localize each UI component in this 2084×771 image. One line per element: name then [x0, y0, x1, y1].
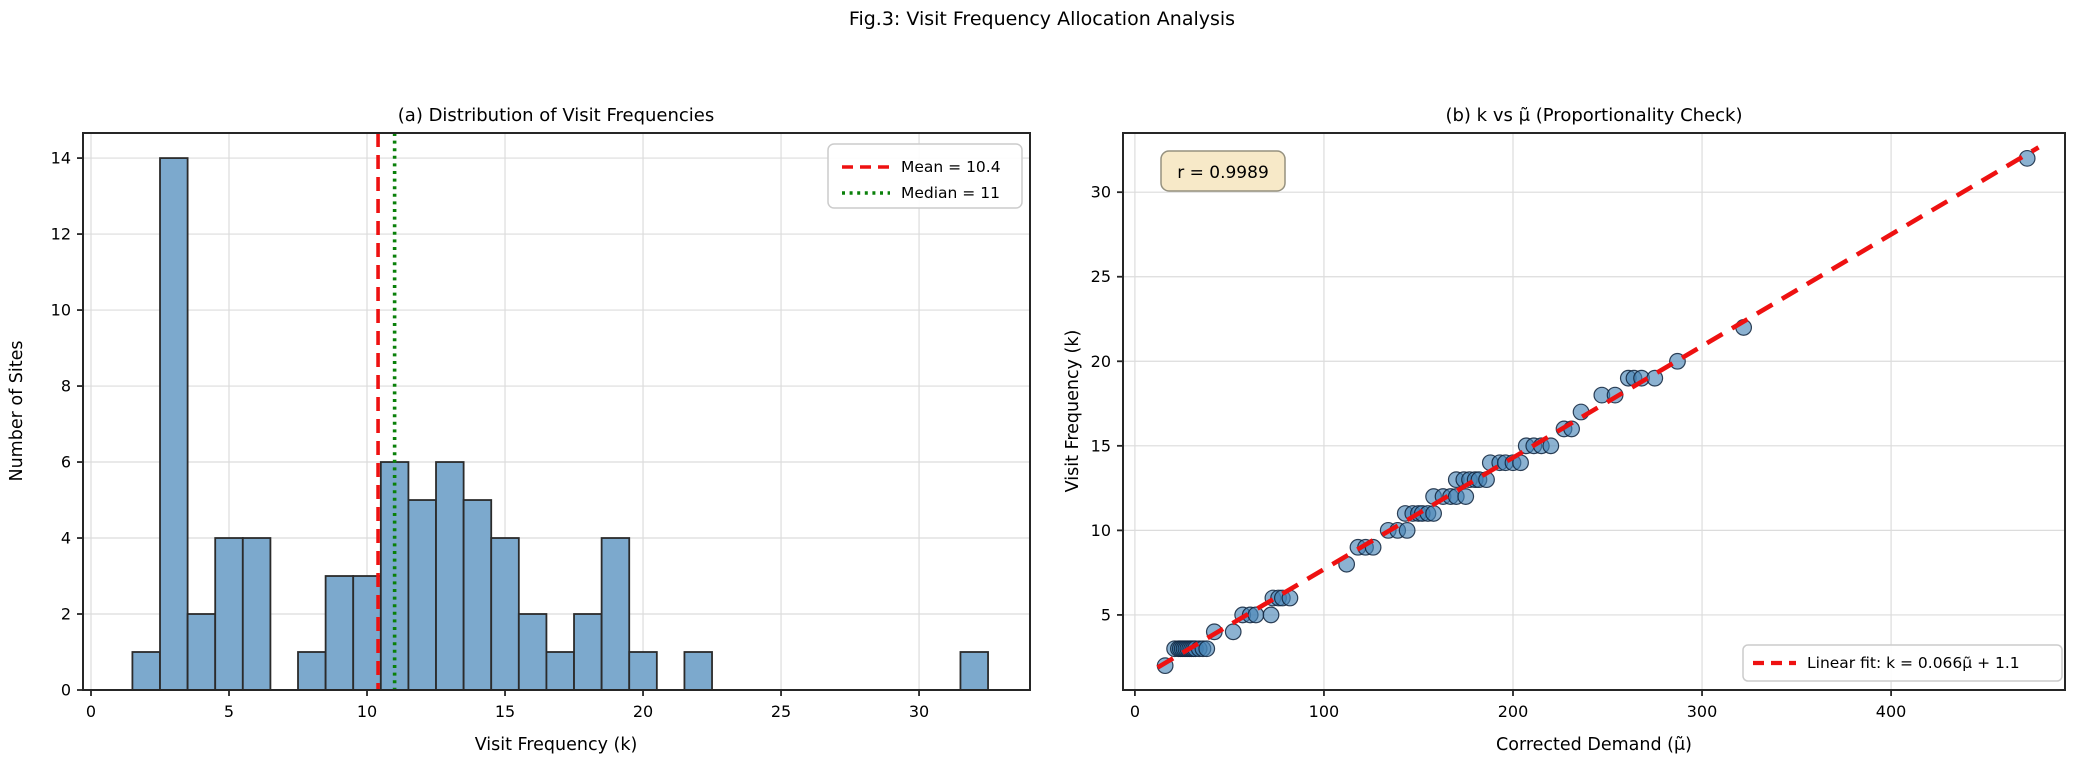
panel-b-y-axis-label: Visit Frequency (k)	[1063, 330, 1083, 493]
histogram-bar	[462, 499, 493, 691]
histogram-bar	[683, 651, 713, 691]
tick-label: 2	[61, 605, 71, 624]
scatter-panel: 0 100 200 300 400 5 10 15 20 25 30	[1091, 132, 2066, 721]
legend-mean-label: Mean = 10.4	[901, 158, 1001, 176]
axes-spine	[82, 132, 1031, 691]
histogram-bar	[407, 499, 437, 691]
histogram-bar	[490, 537, 520, 691]
tick-label: 10	[51, 301, 71, 320]
scatter-point	[1425, 505, 1442, 522]
tick-label: 10	[1091, 521, 1111, 540]
tick-label: 14	[51, 149, 71, 168]
legend-fit-label: Linear fit: k = 0.066μ̃ + 1.1	[1807, 654, 2020, 672]
correlation-annotation-text: r = 0.9989	[1177, 163, 1269, 183]
tick-label: 15	[1091, 436, 1111, 455]
scatter-point	[1198, 640, 1216, 658]
histogram-bar	[186, 613, 217, 691]
tick-label: 12	[51, 225, 71, 244]
tick-label: 0	[86, 702, 96, 721]
tick-label: 30	[1091, 183, 1111, 202]
histogram-bar	[214, 537, 244, 691]
histogram-bar	[628, 651, 658, 691]
histogram-bar	[241, 537, 272, 691]
histogram-bar	[573, 613, 603, 691]
legend-median-label: Median = 11	[901, 184, 1000, 202]
scatter-point	[1224, 623, 1242, 641]
tick-label: 0	[1130, 702, 1140, 721]
histogram-bar	[159, 157, 189, 691]
tick-label: 5	[224, 702, 234, 721]
tick-label: 300	[1687, 702, 1718, 721]
figure-title: Fig.3: Visit Frequency Allocation Analys…	[848, 8, 1236, 30]
panel-a-y-axis-label: Number of Sites	[7, 340, 27, 481]
correlation-annotation-box	[1160, 150, 1286, 192]
histogram-bar	[131, 651, 161, 691]
tick-label: 25	[1091, 267, 1111, 286]
tick-label: 20	[633, 702, 653, 721]
scatter-point	[1262, 606, 1280, 624]
panel-a-x-axis-label: Visit Frequency (k)	[475, 735, 638, 755]
legend-annotation-layer	[827, 143, 2063, 682]
histogram-bar	[435, 461, 465, 691]
scatter-point	[1542, 437, 1560, 455]
tick-label: 25	[771, 702, 791, 721]
histogram-bar	[297, 651, 327, 691]
axes-spine	[1122, 132, 2066, 691]
histogram-bar	[600, 537, 631, 691]
histogram-panel: 0 5 10 15 20 25 30 0 2 4 6 8 10 12 14	[51, 132, 1031, 721]
histogram-bar	[517, 613, 548, 691]
histogram-bar	[324, 575, 355, 691]
scatter-point	[1398, 521, 1416, 539]
tick-label: 8	[61, 377, 71, 396]
tick-label: 0	[61, 681, 71, 700]
tick-label: 20	[1091, 352, 1111, 371]
tick-label: 15	[495, 702, 515, 721]
tick-label: 30	[909, 702, 929, 721]
histogram-bar	[959, 651, 989, 691]
legend-box	[827, 143, 1023, 209]
tick-label: 400	[1876, 702, 1907, 721]
tick-label: 10	[357, 702, 377, 721]
tick-label: 200	[1498, 702, 1529, 721]
fit-line	[1156, 145, 2040, 670]
panel-b-x-axis-label: Corrected Demand (μ̃)	[1496, 735, 1692, 755]
panel-b-title: (b) k vs μ̃ (Proportionality Check)	[1445, 105, 1742, 126]
scatter-point	[1457, 488, 1475, 505]
scatter-point	[1247, 606, 1265, 624]
legend-box	[1742, 644, 2063, 682]
panel-a-title: (a) Distribution of Visit Frequencies	[398, 105, 714, 126]
histogram-bar	[545, 651, 575, 691]
tick-label: 6	[61, 453, 71, 472]
tick-label: 4	[61, 529, 71, 548]
tick-label: 100	[1309, 702, 1340, 721]
tick-label: 5	[1101, 605, 1111, 624]
